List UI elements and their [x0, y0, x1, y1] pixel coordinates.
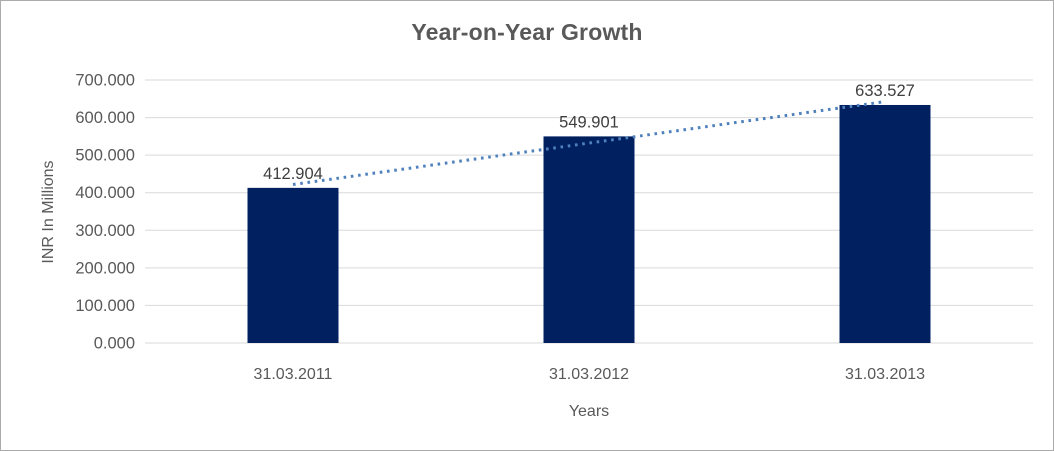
y-tick-label: 400.000 [75, 184, 135, 202]
trendline [292, 100, 886, 187]
y-tick-label: 700.000 [75, 72, 135, 90]
y-tick-label: 100.000 [75, 297, 135, 315]
y-tick-label: 600.000 [75, 109, 135, 127]
y-tick-label: 0.000 [94, 335, 135, 353]
bar [247, 187, 339, 343]
x-axis-title: Years [568, 403, 610, 420]
x-category-label: 31.03.2013 [845, 366, 925, 383]
bar [543, 136, 635, 343]
y-tick-label: 300.000 [75, 222, 135, 240]
data-label: 633.527 [855, 82, 915, 100]
x-category-label: 31.03.2012 [549, 366, 629, 383]
y-tick-label: 200.000 [75, 259, 135, 277]
data-label: 549.901 [559, 113, 619, 131]
x-category-label: 31.03.2011 [254, 366, 333, 383]
y-tick-label: 500.000 [75, 147, 135, 165]
data-label: 412.904 [263, 165, 323, 183]
chart-title: Year-on-Year Growth [411, 19, 643, 45]
bar [839, 104, 931, 343]
